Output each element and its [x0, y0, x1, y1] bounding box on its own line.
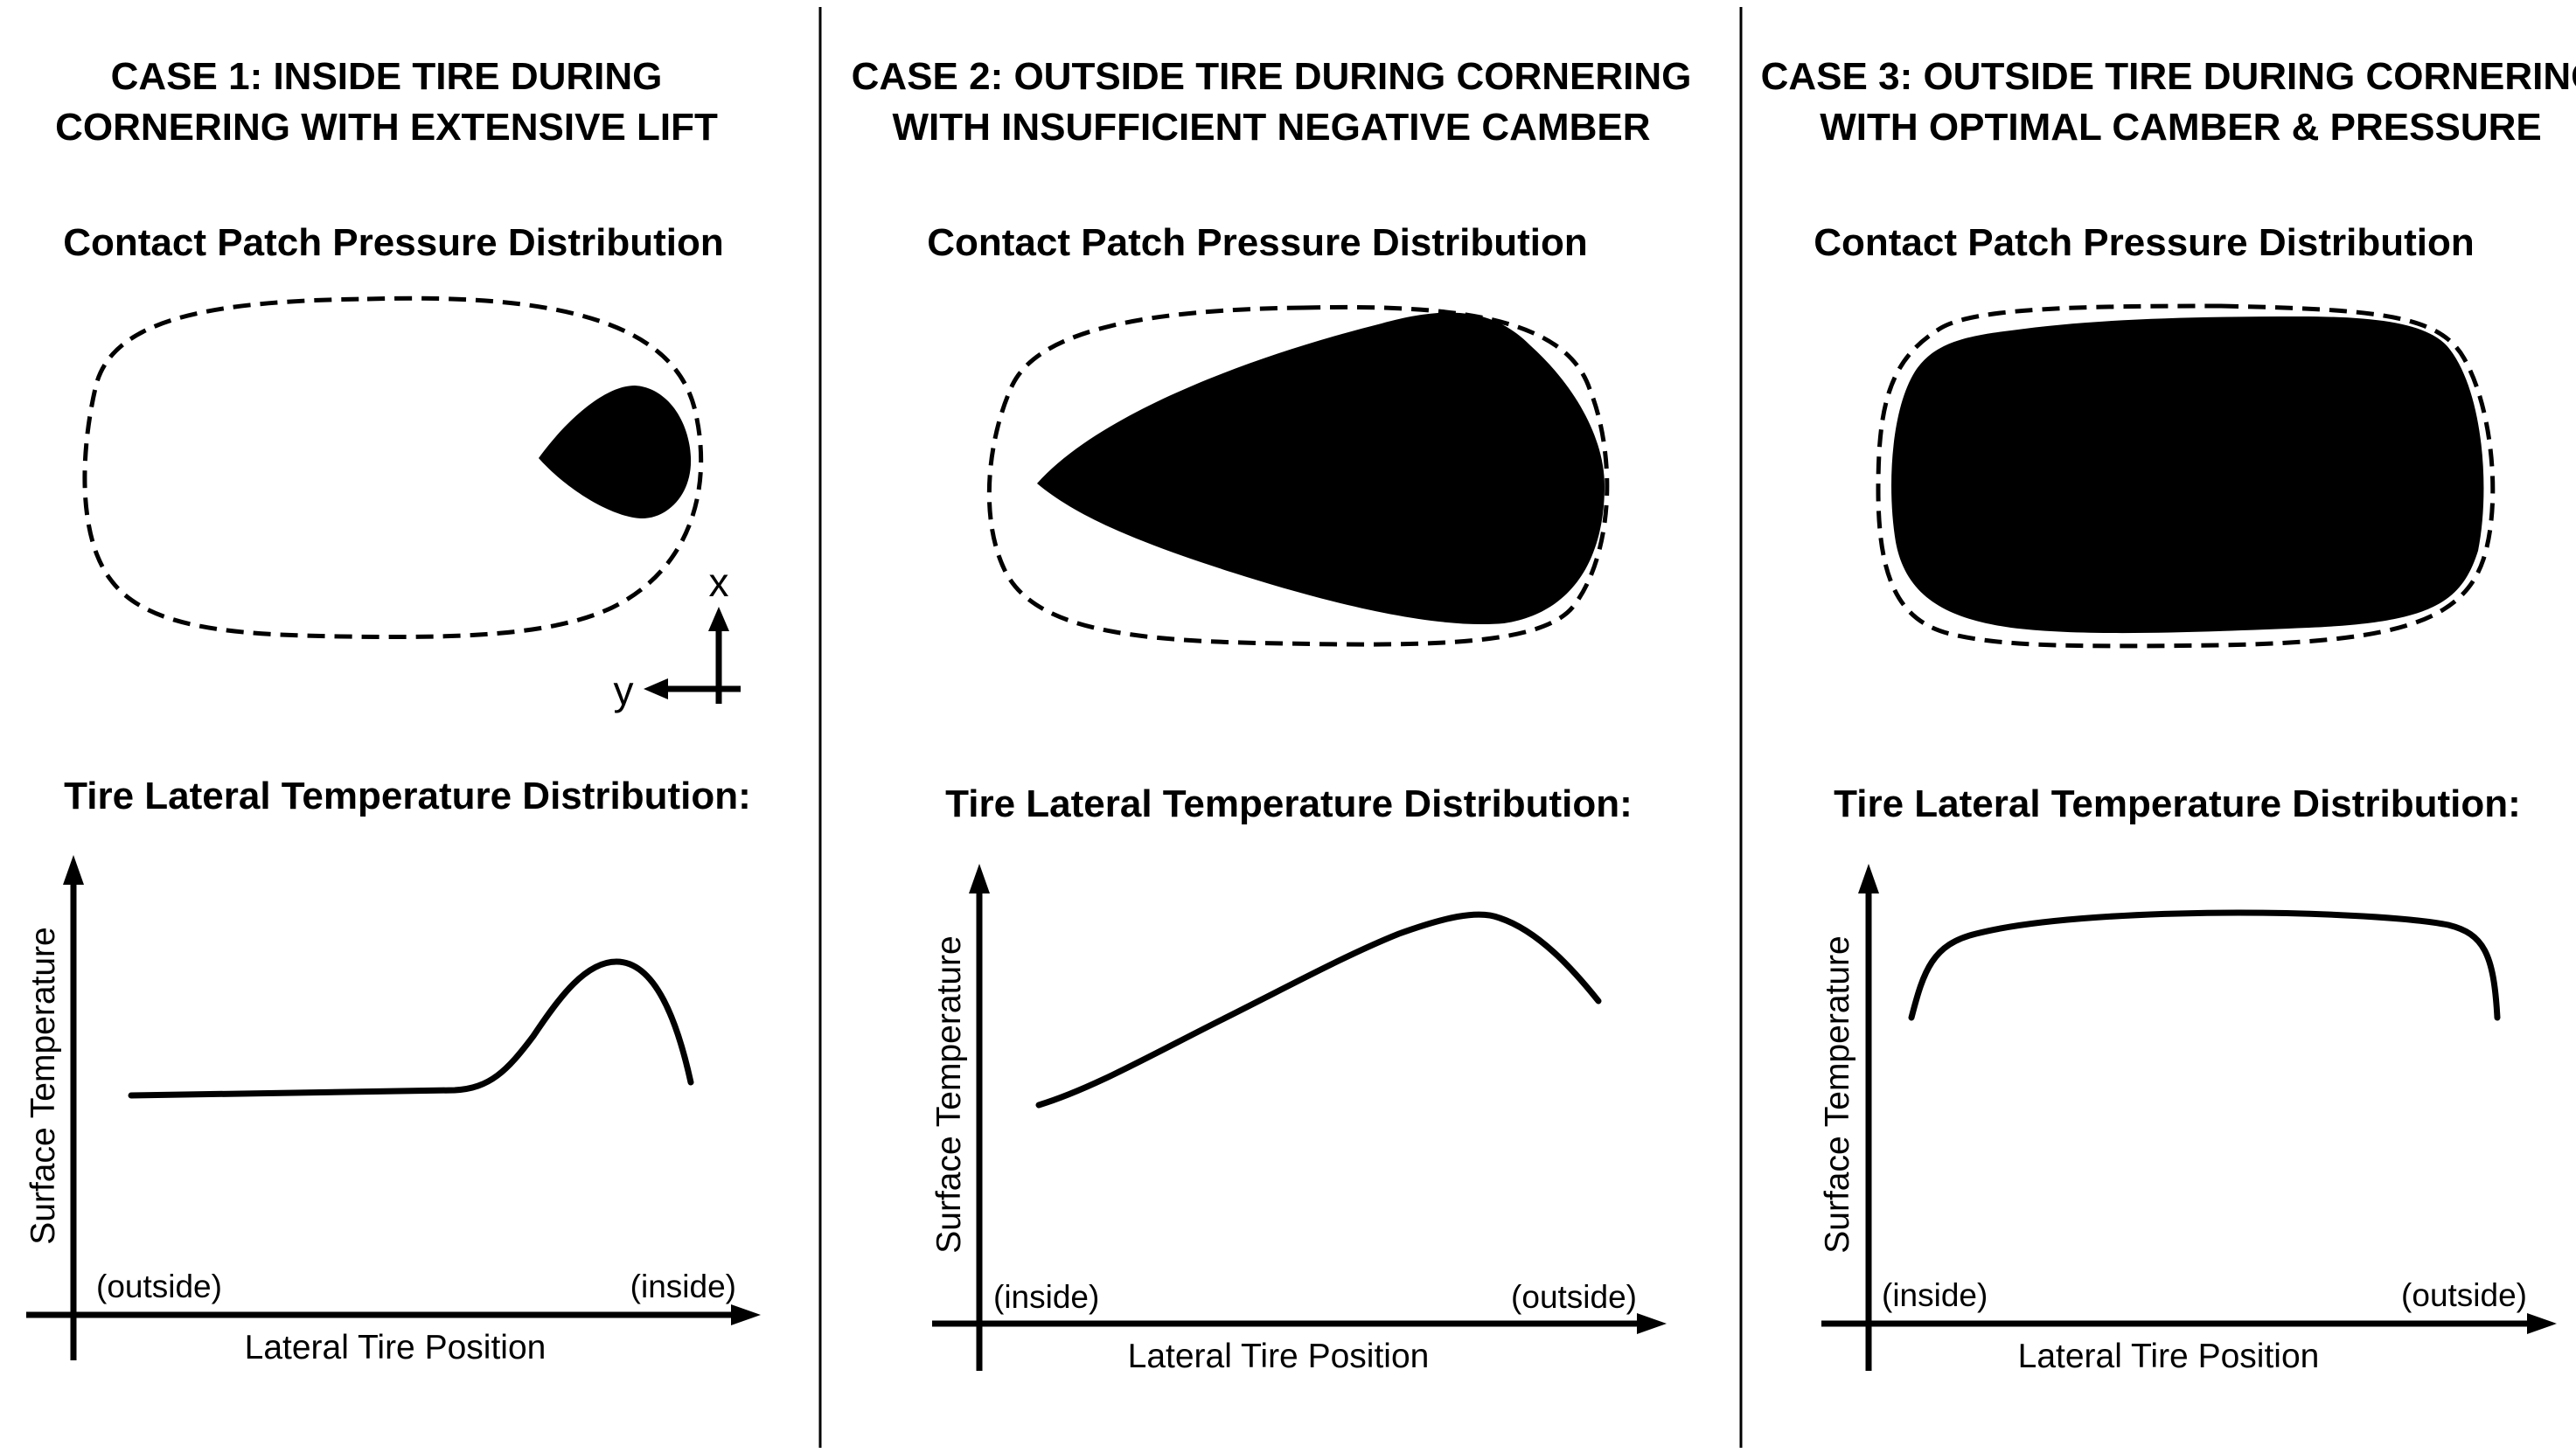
case-1-patch-title: Contact Patch Pressure Distribution — [63, 221, 723, 264]
case-1-temperature-curve — [128, 958, 694, 1099]
case-3-patch-title: Contact Patch Pressure Distribution — [1814, 221, 2474, 264]
case-3-right-end-label: (outside) — [2401, 1277, 2527, 1313]
case-2-temperature-curve — [1035, 911, 1602, 1109]
coord-y-arrow-head — [644, 678, 668, 699]
case-2-y-axis-arrow-head — [969, 864, 990, 893]
coord-x-label: x — [709, 560, 729, 605]
case-1-pressure-area — [539, 386, 692, 518]
case-3-pressure-area — [1891, 316, 2484, 634]
panel-case-1: CASE 1: INSIDE TIRE DURING CORNERING WIT… — [24, 55, 761, 1366]
case-2-right-end-label: (outside) — [1511, 1279, 1637, 1315]
case-2-temp-title: Tire Lateral Temperature Distribution: — [945, 782, 1633, 825]
case-2-left-end-label: (inside) — [993, 1279, 1099, 1315]
case-3-temperature-curve — [1908, 909, 2501, 1021]
case-3-x-axis-label: Lateral Tire Position — [2018, 1338, 2320, 1375]
case-1-y-axis-arrow-head — [63, 855, 84, 885]
case-1-contact-patch-outline — [82, 295, 704, 640]
case-1-left-end-label: (outside) — [96, 1269, 222, 1304]
case-1-title-line-2: CORNERING WITH EXTENSIVE LIFT — [55, 106, 718, 149]
coord-y-label: y — [614, 668, 634, 713]
case-3-y-axis-label: Surface Temperature — [1819, 935, 1856, 1253]
case-1-y-axis-label: Surface Temperature — [24, 927, 62, 1244]
case-3-title-line-2: WITH OPTIMAL CAMBER & PRESSURE — [1820, 106, 2541, 149]
case-2-patch-title: Contact Patch Pressure Distribution — [927, 221, 1587, 264]
case-2-title-line-1: CASE 2: OUTSIDE TIRE DURING CORNERING — [852, 55, 1692, 98]
case-3-y-axis-arrow-head — [1858, 864, 1879, 893]
case-2-title-line-2: WITH INSUFFICIENT NEGATIVE CAMBER — [893, 106, 1651, 149]
case-1-temp-title: Tire Lateral Temperature Distribution: — [64, 775, 751, 817]
case-1-right-end-label: (inside) — [630, 1269, 736, 1304]
case-2-contact-patch-outline — [986, 304, 1610, 647]
case-3-x-axis-arrow-head — [2527, 1313, 2557, 1334]
case-1-x-axis-label: Lateral Tire Position — [245, 1329, 547, 1366]
case-2-x-axis-arrow-head — [1637, 1313, 1667, 1334]
coordinate-axes-icon: x y — [614, 560, 741, 713]
case-3-left-end-label: (inside) — [1882, 1277, 1988, 1313]
case-2-x-axis-label: Lateral Tire Position — [1128, 1338, 1430, 1375]
panel-case-3: CASE 3: OUTSIDE TIRE DURING CORNERING WI… — [1761, 55, 2576, 1375]
case-1-x-axis-arrow-head — [731, 1304, 761, 1325]
coord-x-arrow-head — [708, 607, 729, 631]
case-1-title-line-1: CASE 1: INSIDE TIRE DURING — [111, 55, 663, 98]
case-2-pressure-area — [1037, 312, 1605, 625]
case-2-y-axis-label: Surface Temperature — [930, 935, 968, 1253]
case-3-temp-title: Tire Lateral Temperature Distribution: — [1834, 782, 2521, 825]
panel-case-2: CASE 2: OUTSIDE TIRE DURING CORNERING WI… — [852, 55, 1692, 1375]
case-3-title-line-1: CASE 3: OUTSIDE TIRE DURING CORNERING — [1761, 55, 2576, 98]
case-3-contact-patch-outline — [1876, 303, 2496, 649]
